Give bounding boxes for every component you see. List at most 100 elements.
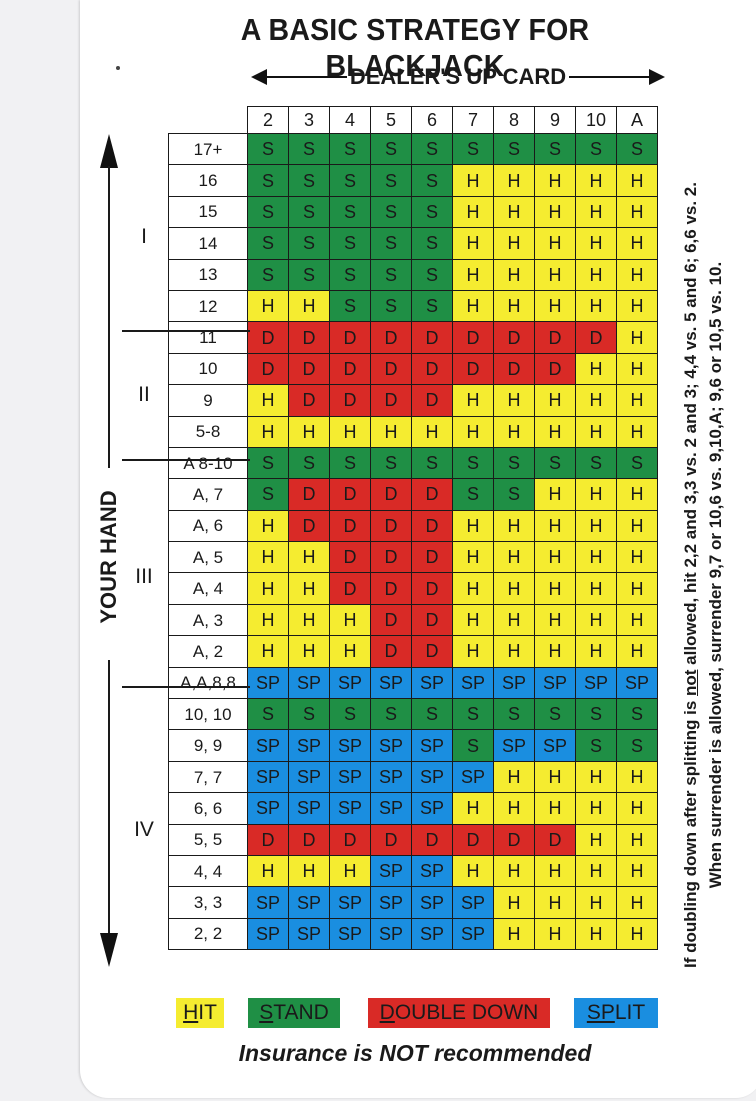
strategy-cell: H bbox=[288, 635, 330, 668]
strategy-cell: H bbox=[493, 572, 535, 605]
strategy-cell: D bbox=[411, 603, 453, 637]
strategy-cell: S bbox=[411, 227, 453, 260]
strategy-cell: H bbox=[493, 760, 535, 794]
strategy-cell: H bbox=[493, 227, 535, 260]
table-row: 5-8 H H H H H H H H H H bbox=[168, 415, 658, 448]
dealer-card-6: 6 bbox=[411, 106, 453, 134]
strategy-cell: H bbox=[534, 289, 576, 323]
strategy-cell: H bbox=[247, 289, 289, 323]
hand-label: 9 bbox=[168, 384, 248, 417]
table-row: 10, 10 S S S S S S S S S S bbox=[168, 698, 658, 731]
strategy-cell: H bbox=[616, 823, 658, 856]
strategy-cell: SP bbox=[288, 917, 330, 951]
strategy-cell: SP bbox=[370, 917, 412, 951]
strategy-cell: S bbox=[411, 446, 453, 480]
table-row: 10 D D D D D D D D H H bbox=[168, 352, 658, 386]
table-row: 4, 4 H H H SP SP H H H H H bbox=[168, 854, 658, 888]
strategy-cell: H bbox=[534, 415, 576, 448]
strategy-cell: S bbox=[452, 446, 494, 480]
strategy-cell: H bbox=[616, 886, 658, 919]
your-hand-label: YOUR HAND bbox=[96, 490, 121, 624]
strategy-cell: H bbox=[493, 195, 535, 229]
strategy-cell: SP bbox=[247, 917, 289, 951]
strategy-cell: S bbox=[288, 446, 330, 480]
strategy-cell: D bbox=[370, 384, 412, 417]
strategy-cell: S bbox=[452, 478, 494, 511]
hand-label: 16 bbox=[168, 164, 248, 197]
hand-label: A, 7 bbox=[168, 478, 248, 511]
strategy-cell: H bbox=[575, 823, 617, 856]
hand-label: 9, 9 bbox=[168, 729, 248, 762]
strategy-cell: H bbox=[452, 289, 494, 323]
strategy-cell: H bbox=[534, 635, 576, 668]
strategy-cell: H bbox=[534, 227, 576, 260]
strategy-cell: D bbox=[370, 352, 412, 386]
strategy-cell: S bbox=[329, 164, 371, 197]
strategy-cell: D bbox=[329, 823, 371, 856]
strategy-cell: H bbox=[616, 289, 658, 323]
strategy-cell: S bbox=[329, 132, 371, 166]
strategy-cell: H bbox=[575, 352, 617, 386]
strategy-cell: D bbox=[411, 823, 453, 856]
section-separator bbox=[122, 686, 250, 688]
table-row: 15 S S S S S H H H H H bbox=[168, 195, 658, 229]
hand-label: 6, 6 bbox=[168, 792, 248, 825]
strategy-cell: D bbox=[288, 321, 330, 354]
strategy-cell: S bbox=[452, 698, 494, 731]
strategy-cell: H bbox=[575, 603, 617, 637]
strategy-cell: D bbox=[247, 823, 289, 856]
strategy-cell: H bbox=[452, 635, 494, 668]
strategy-cell: H bbox=[452, 227, 494, 260]
strategy-cell: H bbox=[493, 258, 535, 291]
arrow-left-icon bbox=[251, 69, 267, 85]
strategy-cell: H bbox=[493, 541, 535, 574]
strategy-cell: H bbox=[452, 164, 494, 197]
strategy-cell: D bbox=[452, 352, 494, 386]
strategy-cell: SP bbox=[575, 666, 617, 700]
strategy-cell: SP bbox=[370, 760, 412, 794]
strategy-cell: H bbox=[247, 572, 289, 605]
section-separator bbox=[122, 330, 250, 332]
dealer-card-2: 2 bbox=[247, 106, 289, 134]
strategy-cell: S bbox=[247, 446, 289, 480]
strategy-cell: H bbox=[616, 917, 658, 951]
strategy-cell: H bbox=[534, 195, 576, 229]
strategy-cell: S bbox=[247, 258, 289, 291]
strategy-cell: H bbox=[534, 886, 576, 919]
strategy-cell: SP bbox=[288, 729, 330, 762]
strategy-cell: H bbox=[575, 886, 617, 919]
hand-label: 2, 2 bbox=[168, 917, 248, 951]
strategy-cell: D bbox=[329, 478, 371, 511]
hand-label: A, 4 bbox=[168, 572, 248, 605]
strategy-cell: H bbox=[288, 854, 330, 888]
strategy-cell: SP bbox=[411, 760, 453, 794]
strategy-cell: D bbox=[288, 478, 330, 511]
strategy-cell: D bbox=[370, 478, 412, 511]
strategy-cell: D bbox=[288, 823, 330, 856]
strategy-cell: S bbox=[452, 729, 494, 762]
hand-axis-line-top bbox=[108, 166, 110, 468]
strategy-cell: S bbox=[329, 258, 371, 291]
strategy-cell: S bbox=[288, 164, 330, 197]
dealer-card-3: 3 bbox=[288, 106, 330, 134]
arrow-up-icon bbox=[100, 134, 118, 168]
strategy-cell: H bbox=[534, 509, 576, 543]
strategy-cell: H bbox=[288, 541, 330, 574]
strategy-cell: SP bbox=[288, 886, 330, 919]
strategy-cell: S bbox=[288, 227, 330, 260]
table-row: 9, 9 SP SP SP SP SP S SP SP S S bbox=[168, 729, 658, 762]
strategy-cell: S bbox=[493, 478, 535, 511]
table-row: A 8-10 S S S S S S S S S S bbox=[168, 446, 658, 480]
hand-axis-line-bottom bbox=[108, 660, 110, 936]
strategy-cell: S bbox=[493, 132, 535, 166]
strategy-cell: H bbox=[534, 258, 576, 291]
dealer-up-card-label: DEALER'S UP CARD bbox=[349, 64, 567, 89]
strategy-cell: S bbox=[575, 729, 617, 762]
strategy-cell: H bbox=[616, 258, 658, 291]
dealer-card-header-row: 2 3 4 5 6 7 8 9 10 A bbox=[168, 106, 658, 134]
strategy-cell: H bbox=[452, 415, 494, 448]
hand-label: A, 3 bbox=[168, 603, 248, 637]
strategy-cell: SP bbox=[247, 886, 289, 919]
